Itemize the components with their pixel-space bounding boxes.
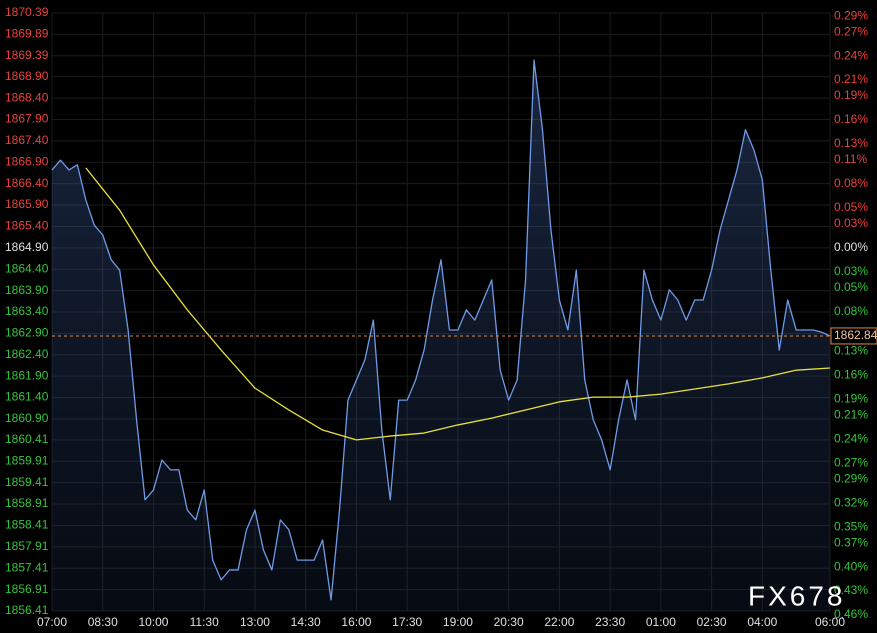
y2-tick-label: 0.03% bbox=[834, 264, 868, 278]
price-tag-label: 1862.84 bbox=[834, 328, 877, 342]
y-tick-label: 1860.90 bbox=[5, 411, 49, 425]
price-tag bbox=[830, 327, 877, 345]
y-tick-label: 1858.41 bbox=[5, 518, 49, 532]
x-tick-label: 02:30 bbox=[697, 615, 727, 629]
y2-tick-label: 0.24% bbox=[834, 432, 868, 446]
x-tick-label: 22:00 bbox=[544, 615, 574, 629]
y2-tick-label: 0.19% bbox=[834, 392, 868, 406]
y-tick-label: 1870.39 bbox=[5, 5, 49, 19]
x-tick-label: 16:00 bbox=[341, 615, 371, 629]
x-tick-label: 20:30 bbox=[494, 615, 524, 629]
x-tick-label: 11:30 bbox=[190, 615, 219, 629]
x-tick-label: 01:00 bbox=[646, 615, 676, 629]
y-tick-label: 1865.90 bbox=[5, 197, 49, 211]
y2-tick-label: 0.46% bbox=[834, 607, 868, 621]
y2-tick-label: 0.43% bbox=[834, 583, 868, 597]
y-tick-label: 1859.41 bbox=[5, 475, 49, 489]
y-tick-label: 1856.91 bbox=[5, 582, 49, 596]
y-tick-label: 1869.89 bbox=[5, 27, 49, 41]
y2-tick-label: 0.13% bbox=[834, 136, 868, 150]
y-tick-label: 1868.90 bbox=[5, 69, 49, 83]
y-tick-label: 1860.41 bbox=[5, 432, 49, 446]
area bbox=[52, 60, 830, 612]
y-tick-label: 1867.90 bbox=[5, 112, 49, 126]
x-tick-label: 08:30 bbox=[88, 615, 118, 629]
x-tick-label: 17:30 bbox=[392, 615, 422, 629]
y-tick-label: 1861.40 bbox=[5, 390, 49, 404]
y-tick-label: 1869.39 bbox=[5, 48, 49, 62]
y2-tick-label: 0.08% bbox=[834, 176, 868, 190]
y-tick-label: 1862.40 bbox=[5, 347, 49, 361]
y2-tick-label: 0.21% bbox=[834, 408, 868, 422]
y-tick-label: 1865.40 bbox=[5, 219, 49, 233]
y-tick-label: 1857.41 bbox=[5, 560, 49, 574]
y-tick-label: 1863.90 bbox=[5, 283, 49, 297]
y2-tick-label: 0.37% bbox=[834, 535, 868, 549]
y2-tick-label: 0.05% bbox=[834, 200, 868, 214]
y2-tick-label: 0.32% bbox=[834, 495, 868, 509]
y2-tick-label: 0.35% bbox=[834, 519, 868, 533]
y2-tick-label: 0.05% bbox=[834, 280, 868, 294]
y-tick-label: 1864.40 bbox=[5, 261, 49, 275]
x-tick-label: 07:00 bbox=[37, 615, 67, 629]
y2-tick-label: 0.27% bbox=[834, 455, 868, 469]
y2-tick-label: 0.16% bbox=[834, 368, 868, 382]
x-tick-label: 19:00 bbox=[443, 615, 473, 629]
x-tick-label: 04:00 bbox=[747, 615, 777, 629]
y-tick-label: 1866.40 bbox=[5, 176, 49, 190]
y-tick-label: 1866.90 bbox=[5, 154, 49, 168]
x-tick-label: 13:00 bbox=[240, 615, 270, 629]
y-tick-label: 1859.91 bbox=[5, 453, 49, 467]
y2-tick-label: 0.27% bbox=[834, 24, 868, 38]
y2-tick-label: 0.19% bbox=[834, 88, 868, 102]
line bbox=[85, 167, 831, 441]
y2-tick-label: 0.03% bbox=[834, 216, 868, 230]
y2-tick-label: 0.11% bbox=[834, 152, 867, 166]
watermark: FX678 bbox=[748, 580, 846, 611]
x-tick-label: 14:30 bbox=[291, 615, 321, 629]
x-tick-label: 23:30 bbox=[595, 615, 625, 629]
x-tick-label: 06:00 bbox=[815, 615, 845, 629]
y2-tick-label: 0.08% bbox=[834, 304, 868, 318]
y2-tick-label: 0.00% bbox=[834, 240, 868, 254]
y2-tick-label: 0.24% bbox=[834, 48, 868, 62]
x-tick-label: 10:00 bbox=[138, 615, 168, 629]
y2-tick-label: 0.21% bbox=[834, 72, 868, 86]
y2-tick-label: 0.29% bbox=[834, 8, 868, 22]
line bbox=[51, 59, 831, 601]
y-tick-label: 1868.40 bbox=[5, 90, 49, 104]
y-tick-label: 1862.90 bbox=[5, 326, 49, 340]
y2-tick-label: 0.40% bbox=[834, 559, 868, 573]
y2-tick-label: 0.29% bbox=[834, 471, 868, 485]
y-tick-label: 1861.90 bbox=[5, 368, 49, 382]
y-tick-label: 1867.40 bbox=[5, 133, 49, 147]
y-tick-label: 1857.91 bbox=[5, 539, 49, 553]
y-tick-label: 1864.90 bbox=[5, 240, 49, 254]
y-tick-label: 1863.40 bbox=[5, 304, 49, 318]
y2-tick-label: 0.13% bbox=[834, 344, 868, 358]
y2-tick-label: 0.16% bbox=[834, 112, 868, 126]
y-tick-label: 1856.41 bbox=[5, 603, 49, 617]
y-tick-label: 1858.91 bbox=[5, 496, 49, 510]
